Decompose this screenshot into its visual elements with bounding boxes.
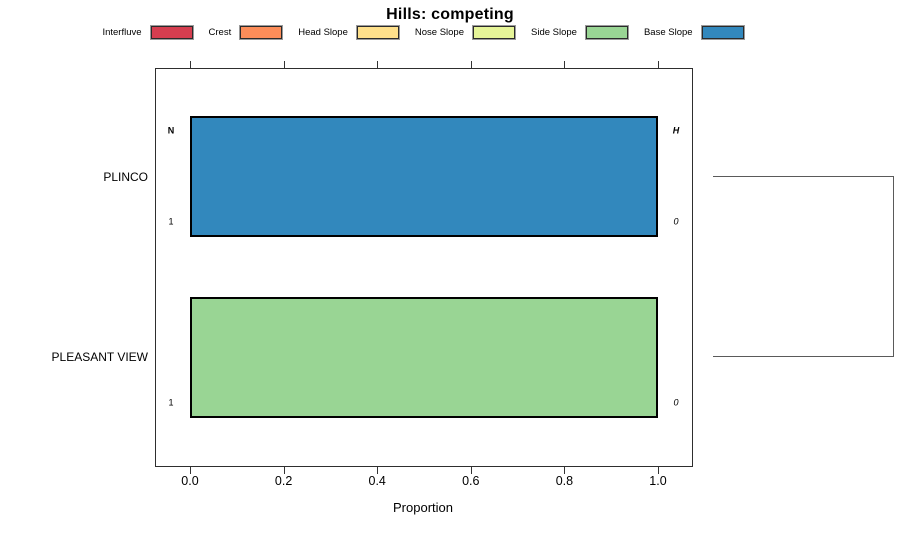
- legend-label: Nose Slope: [414, 27, 464, 38]
- x-axis-label: Proportion: [393, 500, 453, 515]
- x-tick-top: [190, 61, 191, 68]
- legend-swatch-side-slope: [584, 25, 629, 40]
- bar-annotation-top-left: N: [167, 125, 175, 136]
- cluster-bracket: [713, 176, 894, 357]
- x-tick-label: 0.2: [274, 474, 293, 488]
- legend-label: Head Slope: [298, 27, 348, 38]
- bar-annotation-top-right: H: [672, 125, 680, 136]
- legend-item-side-slope: Side Slope: [531, 25, 629, 40]
- x-tick-bottom: [377, 467, 379, 474]
- legend-label: Crest: [208, 27, 232, 38]
- x-tick-top: [564, 61, 566, 68]
- legend-item-crest: Crest: [208, 25, 284, 40]
- x-tick-top: [377, 61, 379, 68]
- legend-label: Base Slope: [643, 27, 693, 38]
- bar-plinco: [190, 116, 658, 237]
- x-tick-bottom: [470, 467, 472, 474]
- legend-item-nose-slope: Nose Slope: [414, 25, 516, 40]
- legend-item-head-slope: Head Slope: [298, 25, 400, 40]
- bar-annotation-bottom-left: 1: [168, 397, 174, 408]
- x-tick-label: 0.6: [462, 474, 480, 488]
- x-tick-bottom: [564, 467, 566, 474]
- x-tick-top: [283, 61, 285, 68]
- x-tick-bottom: [283, 467, 285, 474]
- legend-item-base-slope: Base Slope: [643, 25, 745, 40]
- x-tick-label: 0.8: [555, 474, 574, 488]
- y-category-label-plinco: PLINCO: [103, 170, 148, 184]
- chart-title: Hills: competing: [386, 6, 514, 23]
- bar-annotation-bottom-left: 1: [168, 216, 174, 227]
- legend-label: Side Slope: [531, 27, 577, 38]
- bar-annotation-bottom-right: 0: [673, 216, 679, 227]
- x-tick-top: [658, 61, 659, 68]
- x-tick-bottom: [190, 467, 191, 474]
- plot-area: 0.0 0.2 0.4 0.6 0.8 1.0 N H 1 0 1 0: [155, 61, 693, 488]
- legend-swatch-interfluve: [149, 25, 194, 40]
- y-category-label-pleasant-view: PLEASANT VIEW: [51, 350, 148, 364]
- legend-item-interfluve: Interfluve: [102, 25, 194, 40]
- x-tick-top: [470, 61, 472, 68]
- bar-annotation-bottom-right: 0: [673, 397, 679, 408]
- x-tick-label: 0.0: [181, 474, 199, 488]
- legend-label: Interfluve: [102, 27, 142, 38]
- legend-swatch-base-slope: [700, 25, 745, 40]
- x-tick-label: 0.4: [368, 474, 386, 488]
- legend-swatch-crest: [239, 25, 284, 40]
- x-tick-bottom: [658, 467, 659, 474]
- bar-pleasant-view: [190, 297, 658, 418]
- legend-swatch-head-slope: [355, 25, 400, 40]
- legend: Interfluve Crest Head Slope Nose Slope Side …: [0, 25, 846, 40]
- x-tick-label: 1.0: [649, 474, 667, 488]
- legend-swatch-nose-slope: [472, 25, 516, 40]
